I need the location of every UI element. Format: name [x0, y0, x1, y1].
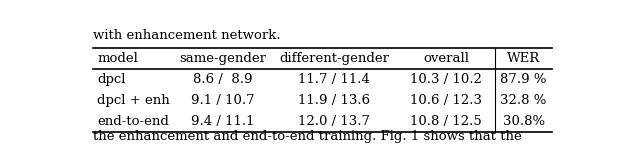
Text: 8.6 /  8.9: 8.6 / 8.9 — [193, 73, 252, 86]
Text: end-to-end: end-to-end — [97, 115, 169, 128]
Text: 12.0 / 13.7: 12.0 / 13.7 — [299, 115, 370, 128]
Text: WER: WER — [507, 52, 541, 65]
Text: model: model — [97, 52, 138, 65]
Text: overall: overall — [423, 52, 469, 65]
Text: with enhancement network.: with enhancement network. — [93, 29, 281, 42]
Text: 10.3 / 10.2: 10.3 / 10.2 — [410, 73, 482, 86]
Text: dpcl + enh: dpcl + enh — [97, 94, 170, 107]
Text: dpcl: dpcl — [97, 73, 126, 86]
Text: 10.6 / 12.3: 10.6 / 12.3 — [410, 94, 482, 107]
Text: 32.8 %: 32.8 % — [500, 94, 547, 107]
Text: 10.8 / 12.5: 10.8 / 12.5 — [410, 115, 482, 128]
Text: 9.1 / 10.7: 9.1 / 10.7 — [191, 94, 255, 107]
Text: 9.4 / 11.1: 9.4 / 11.1 — [191, 115, 255, 128]
Text: 30.8%: 30.8% — [503, 115, 545, 128]
Text: 87.9 %: 87.9 % — [500, 73, 547, 86]
Text: the enhancement and end-to-end training. Fig. 1 shows that the: the enhancement and end-to-end training.… — [93, 130, 522, 143]
Text: 11.9 / 13.6: 11.9 / 13.6 — [298, 94, 370, 107]
Text: same-gender: same-gender — [179, 52, 266, 65]
Text: 11.7 / 11.4: 11.7 / 11.4 — [299, 73, 370, 86]
Text: different-gender: different-gender — [279, 52, 389, 65]
